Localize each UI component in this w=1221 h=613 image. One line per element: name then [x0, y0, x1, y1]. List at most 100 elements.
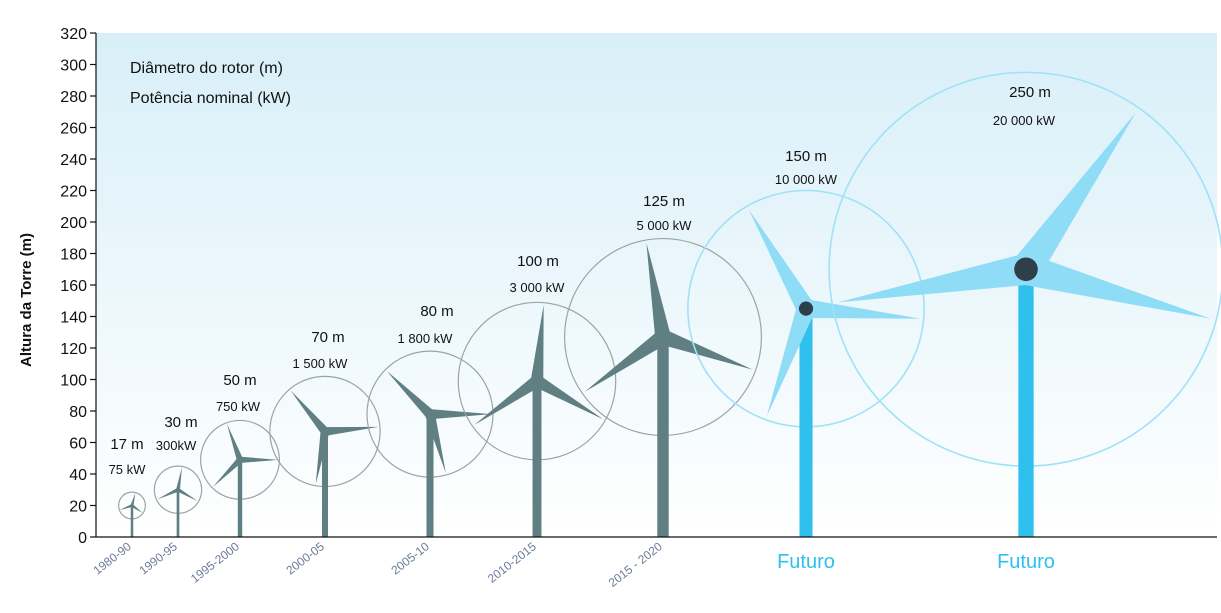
blade [386, 370, 434, 418]
legend-diameter: Diâmetro do rotor (m) [130, 60, 283, 77]
blade [837, 253, 1029, 303]
y-tick-label: 120 [60, 341, 87, 358]
y-tick-label: 300 [60, 58, 87, 75]
hub [237, 457, 243, 463]
power-label: 3 000 kW [510, 280, 566, 295]
x-category-label: 2000-05 [284, 539, 328, 577]
hub [798, 301, 814, 316]
blade [1021, 254, 1211, 319]
x-category-label: 2015 - 2020 [606, 539, 665, 590]
blade [226, 423, 243, 461]
blade [290, 390, 329, 435]
hub [176, 488, 180, 492]
blade [425, 412, 446, 474]
blade [212, 457, 243, 487]
blade [533, 375, 604, 420]
y-tick-label: 100 [60, 373, 87, 390]
turbines [118, 71, 1221, 537]
hub [1014, 257, 1038, 282]
blade [315, 430, 330, 485]
turbine-8 [687, 189, 925, 537]
power-label: 75 kW [109, 462, 147, 477]
hub [657, 331, 669, 343]
power-label: 20 000 kW [993, 113, 1056, 128]
turbine-4 [269, 375, 381, 537]
y-tick-label: 280 [60, 89, 87, 106]
blade [324, 426, 379, 436]
tower [532, 381, 542, 537]
y-tick-label: 60 [69, 436, 87, 453]
hub [130, 504, 134, 507]
turbine-1 [118, 491, 146, 537]
diameter-label: 17 m [110, 436, 143, 453]
blade [660, 329, 753, 370]
x-category-label: Futuro [997, 551, 1055, 573]
power-label: 1 500 kW [293, 356, 349, 371]
turbine-5 [366, 350, 494, 537]
y-tick-label: 20 [69, 499, 87, 516]
turbine-7 [563, 237, 763, 537]
diameter-label: 50 m [223, 372, 256, 389]
blade [131, 504, 143, 513]
hub [532, 376, 542, 386]
blade [130, 492, 136, 506]
y-tick-label: 200 [60, 215, 87, 232]
hub [321, 428, 329, 435]
tower [1018, 269, 1034, 537]
power-label: 5 000 kW [637, 218, 693, 233]
y-axis-title: Altura da Torre (m) [18, 233, 35, 367]
tower [237, 459, 243, 537]
y-tick-label: 260 [60, 121, 87, 138]
y-tick-label: 240 [60, 152, 87, 169]
y-tick-label: 160 [60, 278, 87, 295]
blade [474, 375, 541, 425]
y-tick-label: 320 [60, 26, 87, 43]
diameter-label: 80 m [420, 303, 453, 320]
diameter-label: 125 m [643, 193, 685, 210]
data-labels: 17 m 75 kW 30 m 300kW 50 m 750 kW 70 m 1 500 kW… [109, 84, 1056, 477]
x-category-label: Futuro [777, 551, 835, 573]
x-category-label: 1980-90 [91, 539, 135, 577]
y-tick-label: 180 [60, 247, 87, 264]
diameter-label: 30 m [164, 414, 197, 431]
y-tick-label: 220 [60, 184, 87, 201]
power-label: 1 800 kW [398, 331, 454, 346]
tower [657, 336, 669, 537]
y-tick-label: 140 [60, 310, 87, 327]
blade [177, 488, 198, 502]
blade [766, 305, 815, 417]
x-category-label: 1995-2000 [188, 539, 242, 586]
legend-power: Potência nominal (kW) [130, 90, 291, 107]
blade [1013, 112, 1136, 279]
blade [530, 304, 544, 382]
x-category-label: 1990-95 [137, 539, 181, 577]
blade [646, 242, 671, 339]
diameter-label: 70 m [311, 329, 344, 346]
y-tick-label: 0 [78, 530, 87, 547]
diameter-label: 100 m [517, 253, 559, 270]
turbine-6 [457, 301, 617, 537]
x-axis: 1980-90 1990-95 1995-2000 2000-05 2005-10 201… [91, 536, 1217, 590]
y-tick-label: 40 [69, 467, 87, 484]
tower [426, 414, 434, 537]
tower [176, 489, 180, 537]
power-label: 300kW [156, 438, 197, 453]
blade [430, 409, 492, 420]
turbine-2 [153, 465, 203, 537]
x-category-label: 2010-2015 [485, 539, 539, 586]
hub [426, 410, 434, 418]
y-tick-label: 80 [69, 404, 87, 421]
blade [240, 456, 279, 463]
turbine-3 [200, 419, 280, 537]
blade [584, 330, 668, 392]
blade [176, 467, 182, 491]
blade [748, 209, 815, 314]
tower [321, 431, 329, 537]
diameter-label: 250 m [1009, 84, 1051, 101]
y-axis: 0 20 40 60 80 100 120 140 160 180 200 220 240 260 280 3… [60, 26, 97, 547]
power-label: 10 000 kW [775, 172, 838, 187]
power-label: 750 kW [216, 399, 261, 414]
diameter-label: 150 m [785, 148, 827, 165]
tower [799, 308, 813, 537]
